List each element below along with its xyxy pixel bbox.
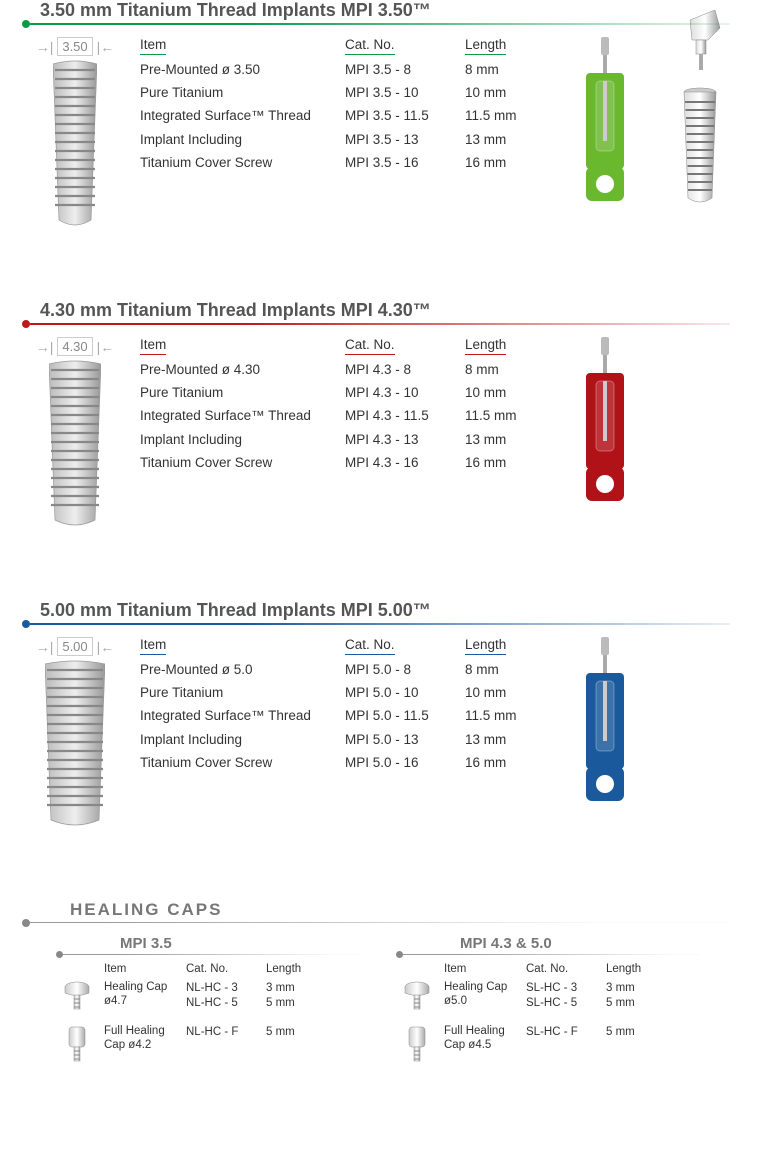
th-item: Item [140,37,166,55]
healing-group: MPI 3.5 Item Cat. No. Length Healing Cap… [60,935,360,1075]
item-desc: Titanium Cover Screw [140,754,345,772]
cat-no: MPI 5.0 - 10 [345,684,465,702]
item-desc: Integrated Surface™ Thread [140,707,345,725]
cap-item: Full Healing Cap ø4.2 [104,1025,176,1053]
cap-item: Healing Cap ø5.0 [444,981,516,1009]
length-val: 10 mm [465,684,550,702]
item-desc: Titanium Cover Screw [140,154,345,172]
cat-no: MPI 3.5 - 16 [345,154,465,172]
cat-no: MPI 4.3 - 10 [345,384,465,402]
healing-headers: Item Cat. No. Length [400,963,700,975]
cat-no: MPI 4.3 - 16 [345,454,465,472]
item-desc: Pre-Mounted ø 5.0 [140,661,345,679]
section-title: 5.00 mm Titanium Thread Implants MPI 5.0… [30,600,730,623]
spec-table: Item Cat. No. Length Pre-Mounted ø 3.50 P… [140,37,550,172]
healing-row: Healing Cap ø4.7 NL-HC - 3NL-HC - 5 3 mm… [60,981,360,1015]
implant-section: 5.00 mm Titanium Thread Implants MPI 5.0… [0,600,760,830]
item-desc: Pre-Mounted ø 4.30 [140,361,345,379]
th-item: Item [140,637,166,655]
length-val: 11.5 mm [465,107,550,125]
item-desc: Pure Titanium [140,84,345,102]
cat-no: MPI 3.5 - 13 [345,131,465,149]
th-cat: Cat. No. [345,37,395,55]
cat-no: MPI 5.0 - 11.5 [345,707,465,725]
th-length: Length [465,37,506,55]
length-val: 11.5 mm [465,707,550,725]
healing-row: Full Healing Cap ø4.2 NL-HC - F 5 mm [60,1025,360,1065]
cap-cat: SL-HC - 3SL-HC - 5 [526,981,596,1011]
cap-icon [60,1025,94,1065]
cap-cat: SL-HC - F [526,1025,596,1040]
carrier-tool-graphic [570,637,640,807]
length-val: 16 mm [465,454,550,472]
implant-section: 4.30 mm Titanium Thread Implants MPI 4.3… [0,300,760,530]
spec-table: Item Cat. No. Length Pre-Mounted ø 5.0 Pu… [140,637,550,772]
healing-caps-section: HEALING CAPS MPI 3.5 Item Cat. No. Lengt… [0,900,760,1075]
length-val: 16 mm [465,754,550,772]
cap-len: 5 mm [266,1025,310,1040]
th-item: Item [140,337,166,355]
cap-len: 3 mm5 mm [266,981,310,1011]
length-val: 16 mm [465,154,550,172]
item-desc: Integrated Surface™ Thread [140,407,345,425]
item-desc: Pure Titanium [140,684,345,702]
carrier-tool-graphic [570,37,640,207]
cap-icon [60,981,94,1015]
cat-no: MPI 4.3 - 13 [345,431,465,449]
cap-len: 5 mm [606,1025,650,1040]
cap-item: Full Healing Cap ø4.5 [444,1025,516,1053]
cat-no: MPI 3.5 - 11.5 [345,107,465,125]
cat-no: MPI 3.5 - 8 [345,61,465,79]
cap-len: 3 mm5 mm [606,981,650,1011]
length-val: 10 mm [465,384,550,402]
th-cat: Cat. No. [345,637,395,655]
length-val: 8 mm [465,61,550,79]
healing-row: Full Healing Cap ø4.5 SL-HC - F 5 mm [400,1025,700,1065]
cap-cat: NL-HC - F [186,1025,256,1040]
length-val: 13 mm [465,131,550,149]
length-val: 13 mm [465,431,550,449]
carrier-tool-graphic [570,337,640,507]
implant-graphic: →|5.00|← [30,637,120,830]
healing-group-label: MPI 4.3 & 5.0 [400,935,700,954]
length-val: 8 mm [465,361,550,379]
th-cat: Cat. No. [345,337,395,355]
healing-group: MPI 4.3 & 5.0 Item Cat. No. Length Heali… [400,935,700,1075]
cap-item: Healing Cap ø4.7 [104,981,176,1009]
cat-no: MPI 4.3 - 8 [345,361,465,379]
item-desc: Implant Including [140,131,345,149]
cat-no: MPI 5.0 - 13 [345,731,465,749]
healing-title: HEALING CAPS [30,900,730,922]
length-val: 10 mm [465,84,550,102]
item-desc: Pre-Mounted ø 3.50 [140,61,345,79]
th-length: Length [465,337,506,355]
section-title: 4.30 mm Titanium Thread Implants MPI 4.3… [30,300,730,323]
item-desc: Pure Titanium [140,384,345,402]
th-length: Length [465,637,506,655]
item-desc: Implant Including [140,431,345,449]
cat-no: MPI 5.0 - 8 [345,661,465,679]
cap-icon [400,981,434,1015]
healing-headers: Item Cat. No. Length [60,963,360,975]
cap-cat: NL-HC - 3NL-HC - 5 [186,981,256,1011]
healing-group-label: MPI 3.5 [60,935,360,954]
length-val: 11.5 mm [465,407,550,425]
cat-no: MPI 4.3 - 11.5 [345,407,465,425]
cat-no: MPI 5.0 - 16 [345,754,465,772]
section-title: 3.50 mm Titanium Thread Implants MPI 3.5… [30,0,730,23]
implant-graphic: →|3.50|← [30,37,120,230]
item-desc: Implant Including [140,731,345,749]
implant-graphic: →|4.30|← [30,337,120,530]
implant-section: 3.50 mm Titanium Thread Implants MPI 3.5… [0,0,760,230]
length-val: 8 mm [465,661,550,679]
healing-row: Healing Cap ø5.0 SL-HC - 3SL-HC - 5 3 mm… [400,981,700,1015]
item-desc: Integrated Surface™ Thread [140,107,345,125]
item-desc: Titanium Cover Screw [140,454,345,472]
length-val: 13 mm [465,731,550,749]
cat-no: MPI 3.5 - 10 [345,84,465,102]
spec-table: Item Cat. No. Length Pre-Mounted ø 4.30 P… [140,337,550,472]
cap-icon [400,1025,434,1065]
